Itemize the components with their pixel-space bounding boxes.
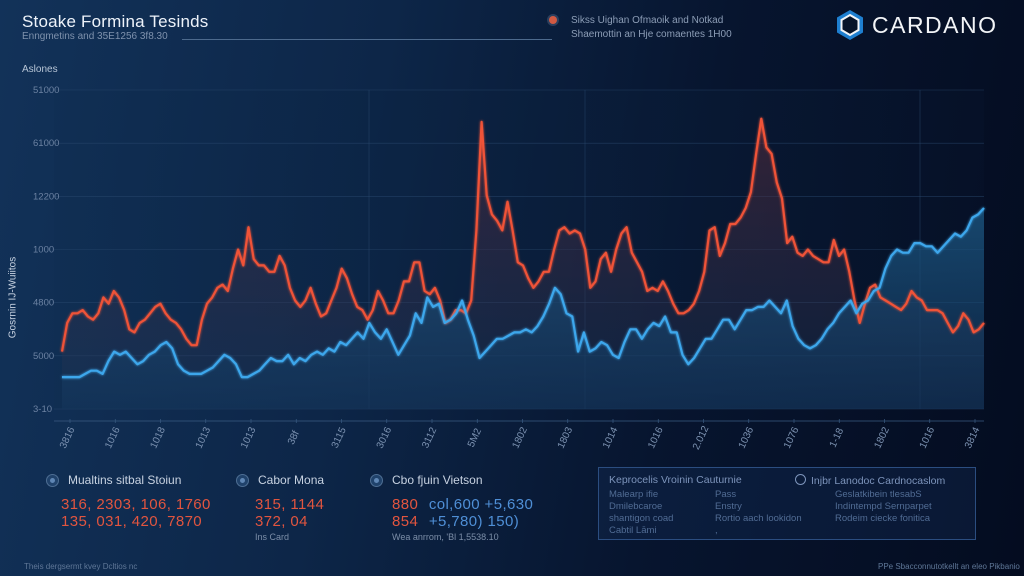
legend-series-1[interactable]: Mualtins sitbal Stoiun 316, 2303, 106, 1… <box>46 473 211 530</box>
legend-value: 315, 1144 <box>255 496 325 513</box>
cardano-logo: CARDANO <box>836 9 998 41</box>
legend-note: Wea anrrom, 'Bl 1,5538.10 <box>392 532 499 542</box>
legend-value: 880 <box>392 496 419 513</box>
y-tick-label: 12200 <box>33 191 59 202</box>
page-subtitle: Enngmetins and 35E1256 3f8.30 <box>22 31 168 42</box>
series-area-2 <box>62 208 984 409</box>
x-tick-label: 1036 <box>737 425 757 450</box>
panel-col-3: Geslatkibein tlesabS Indintempd Sernparp… <box>835 489 932 525</box>
y-tick-label: 4800 <box>33 298 54 309</box>
y-tick-label: 1000 <box>33 245 54 256</box>
legend-series-2[interactable]: Cabor Mona 315, 1144 372, 04 Ins Card <box>236 473 324 542</box>
chart-axis-title: Aslones <box>22 64 58 75</box>
panel-item: Cabtil Lāmi <box>609 525 657 536</box>
panel-item: Indintempd Sernparpet <box>835 501 932 512</box>
x-tick-label: 1-18 <box>828 426 847 449</box>
panel-item: Malearp ifie <box>609 489 659 500</box>
legend-series-3[interactable]: Cbo fjuin Vietson 880 col,600 +5,630 854… <box>370 473 533 542</box>
info-panel: Keprocelis Vroinin Cauturnie Injbr Lanod… <box>598 467 976 540</box>
panel-item: Rodeim ciecke fonitica <box>835 513 931 524</box>
panel-item: Enstry <box>715 501 742 512</box>
x-tick-label: 3016 <box>375 425 395 450</box>
x-tick-label: 2.012 <box>691 424 712 452</box>
legend-value: +5,780) 150) <box>428 513 520 530</box>
header-note: Sikss Uighan Ofmaoik and Notkad Shaemott… <box>549 14 732 42</box>
series-line-2 <box>62 207 985 379</box>
y-tick-label: 51000 <box>33 85 59 96</box>
y-tick-label: 61000 <box>33 138 59 149</box>
legend-value: col,600 +5,630 <box>428 496 534 513</box>
x-tick-label: 3115 <box>330 425 349 450</box>
panel-heading-right: Injbr Lanodoc Cardnocaslom <box>795 474 945 487</box>
legend-label: Mualtins sitbal Stoiun <box>68 473 182 487</box>
x-tick-label: 1802 <box>511 425 531 450</box>
x-tick-label: 1013 <box>194 425 214 450</box>
panel-item: , <box>715 525 718 536</box>
panel-heading-right-text: Injbr Lanodoc Cardnocaslom <box>811 475 946 487</box>
legend-value: 372, 04 <box>255 513 308 530</box>
x-tick-label: 3816 <box>58 425 78 450</box>
x-tick-label: 1016 <box>918 425 938 450</box>
panel-col-1: Malearp ifie Dmilebcaroe shantigon coad … <box>609 489 673 537</box>
x-tick-label: 5M2 <box>466 426 484 449</box>
x-tick-label: 38f <box>286 429 302 446</box>
legend-dot-icon <box>46 473 59 487</box>
hexagon-logo-icon <box>837 10 863 40</box>
panel-circle-icon <box>795 474 806 485</box>
x-tick-label: 1802 <box>873 425 893 450</box>
note-line-1: Sikss Uighan Ofmaoik and Notkad <box>571 15 724 26</box>
legend-value: 135, 031, 420, 7870 <box>61 513 203 530</box>
y-tick-label: 5000 <box>33 351 54 362</box>
panel-item: Rortio aach lookidon <box>715 513 802 524</box>
x-tick-label: 1018 <box>149 425 169 450</box>
x-tick-label: 1803 <box>556 425 576 450</box>
legend-value: 316, 2303, 106, 1760 <box>61 496 211 513</box>
footer-left: Theis dergsermt kvey Dcltios nc <box>24 562 138 571</box>
x-tick-label: 1016 <box>646 425 666 450</box>
note-line-2: Shaemottin an Hje comaentes 1H00 <box>571 29 732 40</box>
panel-col-2: Pass Enstry Rortio aach lookidon , <box>715 489 802 537</box>
header-divider <box>182 39 552 40</box>
x-tick-label: 1076 <box>782 425 802 450</box>
legend-label: Cabor Mona <box>258 473 325 487</box>
legend-dot-icon <box>236 473 249 487</box>
x-tick-label: 1013 <box>239 425 259 450</box>
legend-dot-icon <box>370 473 383 487</box>
brand-name: CARDANO <box>872 11 998 38</box>
x-tick-label: 3814 <box>963 425 983 450</box>
series-line-1 <box>60 117 985 352</box>
panel-item: Geslatkibein tlesabS <box>835 489 922 500</box>
note-dot-icon <box>549 16 557 24</box>
y-tick-label: 3-10 <box>33 404 52 415</box>
legend-label: Cbo fjuin Vietson <box>392 473 483 487</box>
panel-item: Pass <box>715 489 737 500</box>
panel-heading-left: Keprocelis Vroinin Cauturnie <box>609 474 742 486</box>
footer-right: PPe Sbacconnutotkellt an eleo Pikbanio <box>878 562 1020 571</box>
x-tick-label: 1014 <box>601 425 621 450</box>
legend-note: Ins Card <box>255 532 290 542</box>
panel-item: Dmilebcaroe <box>609 501 663 512</box>
line-chart: 51000 61000 12200 1000 4800 5000 3-10 3816 1016… <box>33 85 985 452</box>
legend-value: 854 <box>392 513 419 530</box>
page-title: Stoake Formina Tesinds <box>22 12 209 31</box>
x-tick-label: 3112 <box>420 425 439 450</box>
x-tick-label: 1016 <box>103 425 123 450</box>
panel-item: shantigon coad <box>609 513 674 524</box>
